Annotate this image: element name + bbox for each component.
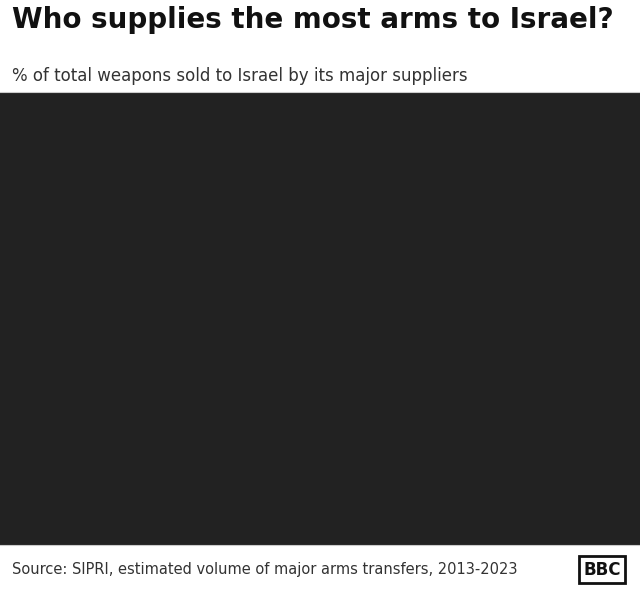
Text: % of total weapons sold to Israel by its major suppliers: % of total weapons sold to Israel by its… <box>12 67 467 85</box>
Text: US: US <box>477 298 507 317</box>
Text: Source: SIPRI, estimated volume of major arms transfers, 2013-2023: Source: SIPRI, estimated volume of major… <box>12 562 517 577</box>
Wedge shape <box>129 154 294 366</box>
Wedge shape <box>157 154 460 484</box>
Text: BBC: BBC <box>583 561 621 579</box>
Text: 65.6%: 65.6% <box>477 337 534 355</box>
Polygon shape <box>237 314 247 323</box>
Text: 4.7%: 4.7% <box>241 144 287 162</box>
Bar <box>314 311 322 326</box>
Bar <box>247 314 322 323</box>
Polygon shape <box>262 323 277 337</box>
Text: Germany: Germany <box>10 283 109 302</box>
Text: Italy: Italy <box>240 105 289 124</box>
Polygon shape <box>262 300 277 314</box>
Wedge shape <box>136 346 215 410</box>
Text: Who supplies the most arms to Israel?: Who supplies the most arms to Israel? <box>12 6 613 34</box>
Text: 29.7%: 29.7% <box>52 322 109 340</box>
Polygon shape <box>322 314 340 323</box>
Bar <box>225 317 237 321</box>
